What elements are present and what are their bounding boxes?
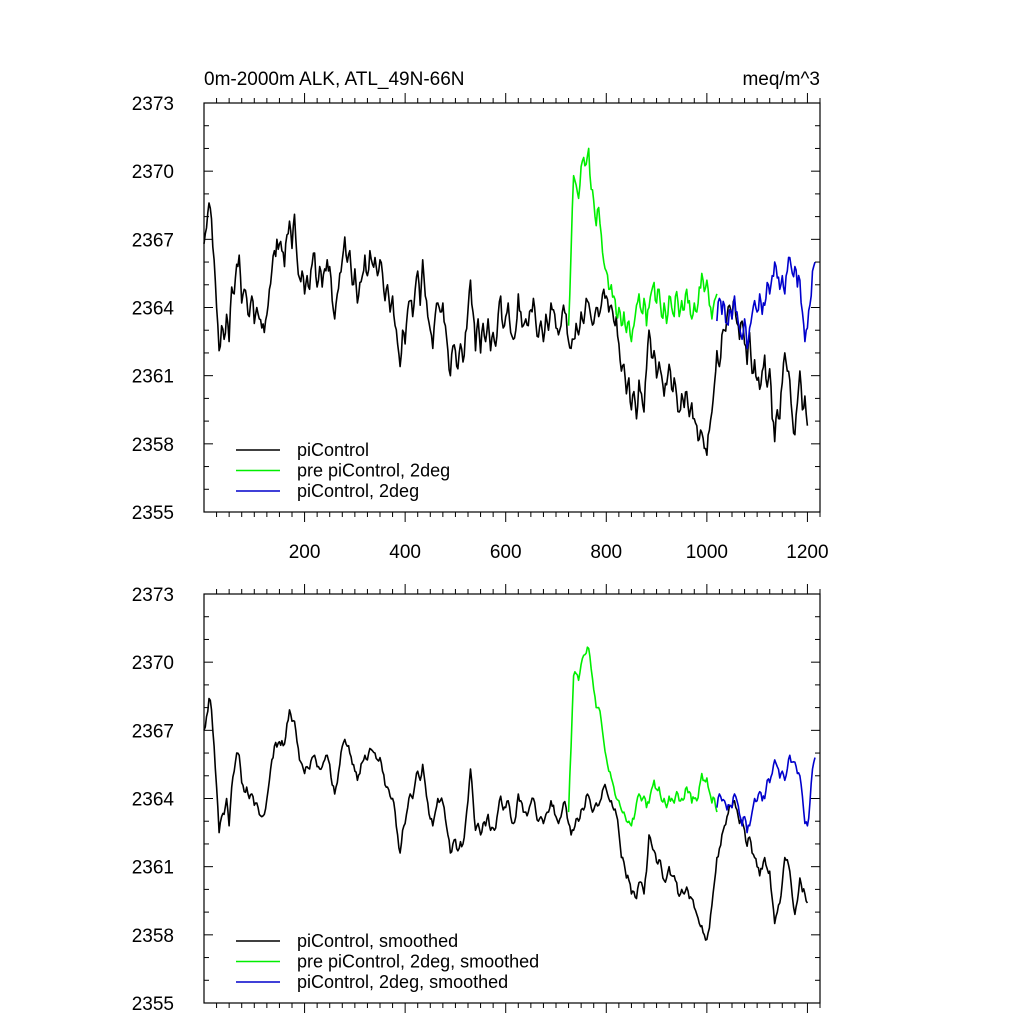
legend-label: piControl, 2deg, smoothed bbox=[297, 972, 508, 992]
y-tick-label: 2367 bbox=[132, 230, 174, 251]
legend-label: piControl, smoothed bbox=[297, 931, 458, 951]
x-tick-label: 600 bbox=[490, 542, 522, 563]
x-tick-label: 1200 bbox=[786, 542, 828, 563]
y-tick-label: 2361 bbox=[132, 367, 174, 388]
legend-label: pre piControl, 2deg bbox=[297, 461, 450, 481]
y-tick-label: 2355 bbox=[132, 503, 174, 524]
y-tick-label: 2361 bbox=[132, 858, 174, 879]
y-tick-label: 2364 bbox=[132, 790, 175, 811]
y-tick-label: 2358 bbox=[132, 435, 174, 456]
x-tick-label: 200 bbox=[289, 542, 321, 563]
y-tick-label: 2367 bbox=[132, 721, 174, 742]
legend-label: piControl, 2deg bbox=[297, 481, 419, 501]
x-tick-label: 400 bbox=[389, 542, 421, 563]
y-tick-label: 2364 bbox=[132, 299, 175, 320]
y-tick-label: 2358 bbox=[132, 926, 174, 947]
panel-1: 0m-2000m ALK, ATL_49N-66N meq/m^3 2355 2358… bbox=[132, 69, 829, 563]
x-tick-label: 800 bbox=[590, 542, 622, 563]
panel-2: 2355 2358 2361 2364 2367 2370 2373 piControl, s… bbox=[132, 584, 821, 1015]
y-tick-label: 2370 bbox=[132, 162, 174, 183]
series-line-prePiControl2deg bbox=[567, 147, 718, 343]
y-tick-label: 2370 bbox=[132, 653, 174, 674]
units-label: meq/m^3 bbox=[742, 69, 820, 90]
y-tick-label: 2373 bbox=[132, 585, 174, 606]
series-line-piControl2deg bbox=[716, 754, 816, 834]
series-line-piControl bbox=[203, 697, 809, 941]
series-line-piControl2deg bbox=[716, 256, 816, 350]
legend-label: pre piControl, 2deg, smoothed bbox=[297, 952, 539, 972]
series-group bbox=[203, 646, 816, 941]
legend-label: piControl bbox=[297, 440, 369, 460]
series-group bbox=[203, 147, 816, 456]
x-tick-label: 1000 bbox=[686, 542, 728, 563]
chart-title: 0m-2000m ALK, ATL_49N-66N bbox=[204, 69, 465, 90]
y-tick-label: 2355 bbox=[132, 994, 174, 1015]
series-line-prePiControl2deg bbox=[567, 646, 718, 827]
series-line-piControl bbox=[203, 202, 809, 456]
y-tick-label: 2373 bbox=[132, 94, 174, 115]
